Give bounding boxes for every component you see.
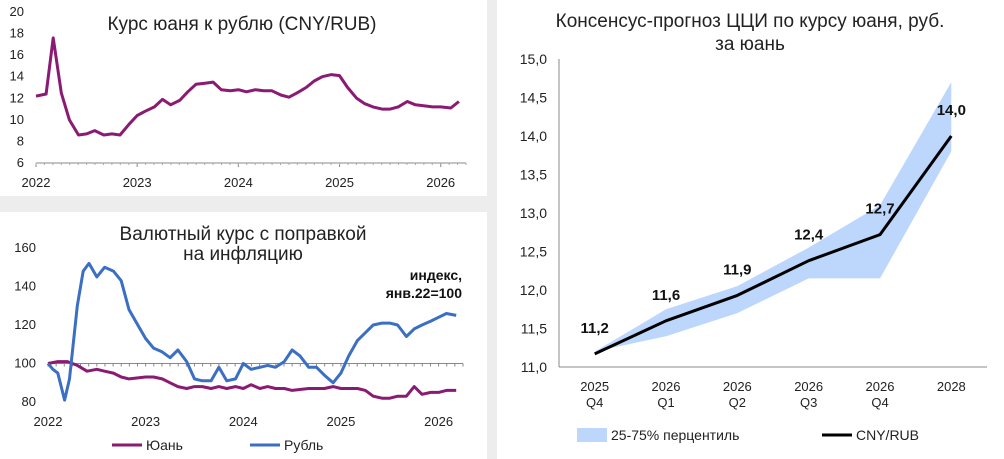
y-tick-label: 15,0 bbox=[520, 51, 547, 67]
series-line-ruble bbox=[46, 261, 457, 402]
series-line-yuan bbox=[47, 360, 457, 400]
x-tick-label-quarter: Q3 bbox=[800, 395, 817, 410]
x-tick-label: 2024 bbox=[224, 175, 253, 190]
x-tick-label: 2023 bbox=[123, 175, 152, 190]
forecast-chart: Консенсус-прогноз ЦЦИ по курсу юаня, руб… bbox=[520, 11, 987, 443]
cny-rub-chart-panel: Курс юаня к рублю (CNY/RUB) 6 8 10 12 14 16 18… bbox=[0, 0, 487, 196]
x-tick-label: 2022 bbox=[34, 414, 63, 429]
y-tick-label: 80 bbox=[22, 394, 36, 409]
x-tick-label-quarter: Q4 bbox=[586, 395, 603, 410]
chart-title: Курс юаня к рублю (CNY/RUB) bbox=[107, 14, 376, 35]
y-tick-label: 100 bbox=[14, 356, 36, 371]
x-tick-label: 2024 bbox=[229, 414, 258, 429]
x-tick-label-quarter: Q4 bbox=[871, 395, 888, 410]
x-tick-label-quarter: Q2 bbox=[729, 395, 746, 410]
data-label: 14,0 bbox=[937, 102, 966, 119]
y-tick-label: 120 bbox=[14, 317, 36, 332]
series-line-cny-rub bbox=[594, 135, 953, 356]
legend-swatch-band bbox=[577, 428, 607, 442]
percentile-band bbox=[594, 82, 952, 352]
y-tick-label: 20 bbox=[10, 4, 24, 19]
x-tick-label-year: 2026 bbox=[794, 379, 823, 394]
cny-rub-chart: Курс юаня к рублю (CNY/RUB) 6 8 10 12 14 16 18… bbox=[10, 4, 467, 190]
y-tick-label: 14 bbox=[10, 69, 24, 84]
legend-label-ruble: Рубль bbox=[284, 437, 323, 453]
data-label: 12,7 bbox=[865, 201, 894, 218]
y-tick-label: 12,5 bbox=[520, 244, 547, 260]
chart-title-line-1: Консенсус-прогноз ЦЦИ по курсу юаня, руб… bbox=[556, 11, 945, 32]
y-tick-label: 14,0 bbox=[520, 128, 547, 144]
y-tick-label: 6 bbox=[17, 155, 24, 170]
y-tick-label: 8 bbox=[17, 133, 24, 148]
real-exchange-rate-panel: Валютный курс с поправкой на инфляцию ин… bbox=[0, 212, 487, 459]
legend: Юань Рубль bbox=[112, 437, 323, 453]
y-tick-label: 11,0 bbox=[521, 359, 547, 375]
x-tick-label: 2025 bbox=[325, 175, 354, 190]
y-tick-label: 12 bbox=[10, 90, 24, 105]
legend-label-yuan: Юань bbox=[146, 437, 183, 453]
legend-label-band: 25-75% перцентиль bbox=[611, 427, 739, 443]
forecast-chart-panel: Консенсус-прогноз ЦЦИ по курсу юаня, руб… bbox=[497, 0, 1004, 459]
data-label: 11,9 bbox=[723, 261, 751, 278]
data-label: 11,6 bbox=[652, 287, 680, 304]
y-tick-label: 14,5 bbox=[520, 90, 547, 106]
y-tick-label: 13,5 bbox=[520, 167, 547, 183]
chart-title-line-2: на инфляцию bbox=[183, 244, 303, 265]
y-tick-label: 140 bbox=[14, 279, 36, 294]
index-annotation-line-2: янв.22=100 bbox=[386, 285, 462, 301]
data-label: 11,2 bbox=[580, 320, 608, 337]
x-tick-label: 2025 bbox=[326, 414, 355, 429]
x-tick-label: 2022 bbox=[22, 175, 51, 190]
y-tick-label: 11,5 bbox=[521, 321, 547, 337]
series-line-cny-rub bbox=[35, 36, 460, 137]
x-tick-label: 2026 bbox=[424, 414, 453, 429]
data-label: 12,4 bbox=[794, 227, 824, 244]
y-tick-label: 13,0 bbox=[520, 205, 547, 221]
x-tick-label-year: 2028 bbox=[937, 379, 966, 394]
x-tick-label-year: 2026 bbox=[723, 379, 752, 394]
chart-title-line-2: за юань bbox=[715, 34, 785, 55]
y-tick-label: 12,0 bbox=[520, 282, 547, 298]
real-exchange-rate-chart: Валютный курс с поправкой на инфляцию ин… bbox=[14, 224, 464, 453]
y-tick-label: 10 bbox=[10, 112, 24, 127]
y-tick-label: 18 bbox=[10, 26, 24, 41]
x-tick-label-year: 2025 bbox=[580, 379, 609, 394]
y-tick-label: 160 bbox=[14, 240, 36, 255]
x-tick-label-quarter: Q1 bbox=[657, 395, 674, 410]
x-tick-label: 2026 bbox=[426, 175, 455, 190]
y-tick-label: 16 bbox=[10, 47, 24, 62]
index-annotation-line-1: индекс, bbox=[410, 267, 462, 283]
x-tick-label: 2023 bbox=[131, 414, 160, 429]
x-tick-label-year: 2026 bbox=[866, 379, 895, 394]
x-tick-label-year: 2026 bbox=[652, 379, 681, 394]
legend: 25-75% перцентиль CNY/RUB bbox=[577, 427, 919, 443]
legend-label-cny-rub: CNY/RUB bbox=[856, 427, 919, 443]
chart-title-line-1: Валютный курс с поправкой bbox=[120, 224, 367, 245]
